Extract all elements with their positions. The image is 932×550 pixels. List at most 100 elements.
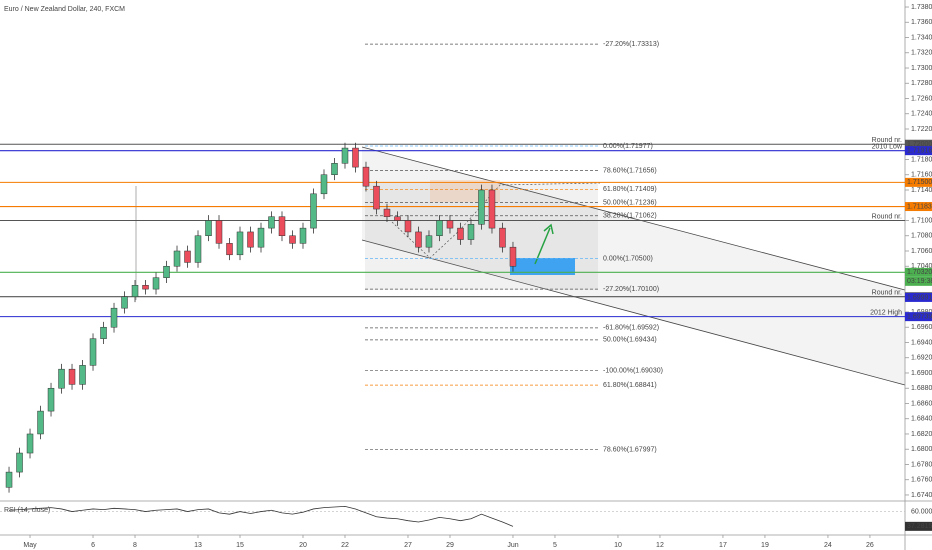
x-tick-label: 26: [866, 542, 874, 549]
candle-body: [436, 220, 443, 236]
y-tick-label: 1.72200: [911, 126, 932, 133]
candle-body: [467, 224, 475, 240]
candle-body: [26, 433, 34, 454]
candle-body: [68, 368, 76, 385]
candle-body: [121, 296, 128, 309]
candle-body: [89, 338, 97, 366]
price-tag: [905, 177, 932, 187]
channel-bottom: [361, 239, 906, 386]
y-tick-label: 1.69400: [911, 339, 932, 346]
price-tag-label: 1.69739: [907, 313, 932, 320]
y-tick-label: 1.72800: [911, 80, 932, 87]
level-label: Round nr.: [872, 213, 902, 220]
x-tick-label: 10: [614, 542, 622, 549]
fib-label: 0.00%(1.70500): [603, 255, 653, 262]
price-tag-label: 1.71183: [907, 203, 932, 210]
fib-label: -27.20%(1.73313): [603, 41, 659, 48]
candle-body: [352, 147, 359, 168]
y-tick-label: 1.70800: [911, 233, 932, 240]
indicator-title: RSI (14, close): [4, 507, 50, 514]
candle-body: [215, 220, 223, 244]
candle-body: [268, 216, 275, 229]
fib-label: 78.60%(1.67997): [603, 446, 657, 453]
y-tick-label: 1.73400: [911, 34, 932, 41]
level-label: 2012 High: [870, 309, 902, 316]
candle-body: [100, 326, 107, 339]
candle-body: [47, 387, 55, 412]
rsi-tag: [905, 521, 932, 531]
fib-label: 0.00%(1.71977): [603, 143, 653, 150]
candle-body: [299, 227, 307, 244]
x-tick-label: 19: [761, 542, 769, 549]
candle-body: [478, 189, 485, 225]
x-tick-label: 12: [656, 542, 664, 549]
candle-body: [152, 277, 160, 290]
y-tick-label: 1.69200: [911, 355, 932, 362]
y-tick-label: 1.68800: [911, 385, 932, 392]
y-tick-label: 1.67800: [911, 461, 932, 468]
candle-body: [415, 231, 422, 248]
candle-body: [404, 220, 412, 233]
level-label: Round nr.: [872, 137, 902, 144]
candle-body: [236, 231, 244, 256]
y-tick-label: 1.71600: [911, 172, 932, 179]
y-tick-label: 1.71800: [911, 156, 932, 163]
candle-body: [320, 174, 328, 195]
y-tick-label: 1.73800: [911, 4, 932, 11]
y-tick-label: 1.67600: [911, 477, 932, 484]
price-tag: [905, 146, 932, 156]
fib-label: 38.20%(1.71062): [603, 213, 657, 220]
price-tag: [905, 139, 932, 149]
x-tick-label: 15: [236, 542, 244, 549]
level-label: 2010 Low: [872, 143, 903, 150]
y-tick-label: 1.72400: [911, 111, 932, 118]
candle-body: [79, 365, 86, 385]
countdown-box: [905, 276, 932, 286]
candle-body: [362, 166, 370, 187]
x-tick-label: 8: [133, 542, 137, 549]
y-tick-label: 1.73600: [911, 19, 932, 26]
candle-body: [142, 285, 149, 290]
channel-top: [361, 146, 906, 291]
candle-body: [257, 227, 265, 248]
candle-body: [310, 193, 317, 229]
y-tick-label: 1.73000: [911, 65, 932, 72]
y-tick-label: 1.70400: [911, 263, 932, 270]
candle-body: [173, 250, 181, 267]
target-zone: [510, 258, 575, 275]
candle-body: [247, 231, 254, 248]
price-tag-label: 1.72000: [907, 141, 932, 148]
level-label: Round nr.: [872, 290, 902, 297]
rsi-tag-label: 37.2815: [907, 523, 932, 530]
countdown: 03:19:38: [907, 278, 932, 285]
price-tag-label: 1.69991: [907, 294, 932, 301]
rsi-line: [9, 505, 514, 527]
y-tick-label: 1.71000: [911, 217, 932, 224]
y-tick-label: 1.72600: [911, 95, 932, 102]
candle-body: [341, 147, 349, 164]
candle-body: [488, 189, 496, 229]
price-tag-label: 1.71500: [907, 179, 932, 186]
price-tag: [905, 202, 932, 212]
candle-body: [394, 216, 401, 221]
fib-label: 50.00%(1.69434): [603, 337, 657, 344]
y-tick-label: 1.68600: [911, 400, 932, 407]
y-tick-label: 1.68000: [911, 446, 932, 453]
candle-body: [373, 185, 380, 210]
y-tick-label: 1.69600: [911, 324, 932, 331]
arrow-head: [543, 223, 554, 235]
candle-body: [425, 235, 433, 248]
x-tick-label: 24: [824, 542, 832, 549]
price-tag-label: 1.70320: [907, 269, 932, 276]
fib-label: 78.60%(1.71656): [603, 167, 657, 174]
y-tick-label: 1.68400: [911, 416, 932, 423]
x-tick-label: 5: [553, 542, 557, 549]
fib-label: 61.80%(1.68841): [603, 382, 657, 389]
fib-label: 61.80%(1.71409): [603, 186, 657, 193]
x-tick-label: 6: [91, 542, 95, 549]
candle-body: [131, 285, 139, 297]
candle-body: [383, 208, 391, 217]
fib-label: 50.00%(1.71236): [603, 199, 657, 206]
fib-label: -61.80%(1.69592): [603, 325, 659, 332]
